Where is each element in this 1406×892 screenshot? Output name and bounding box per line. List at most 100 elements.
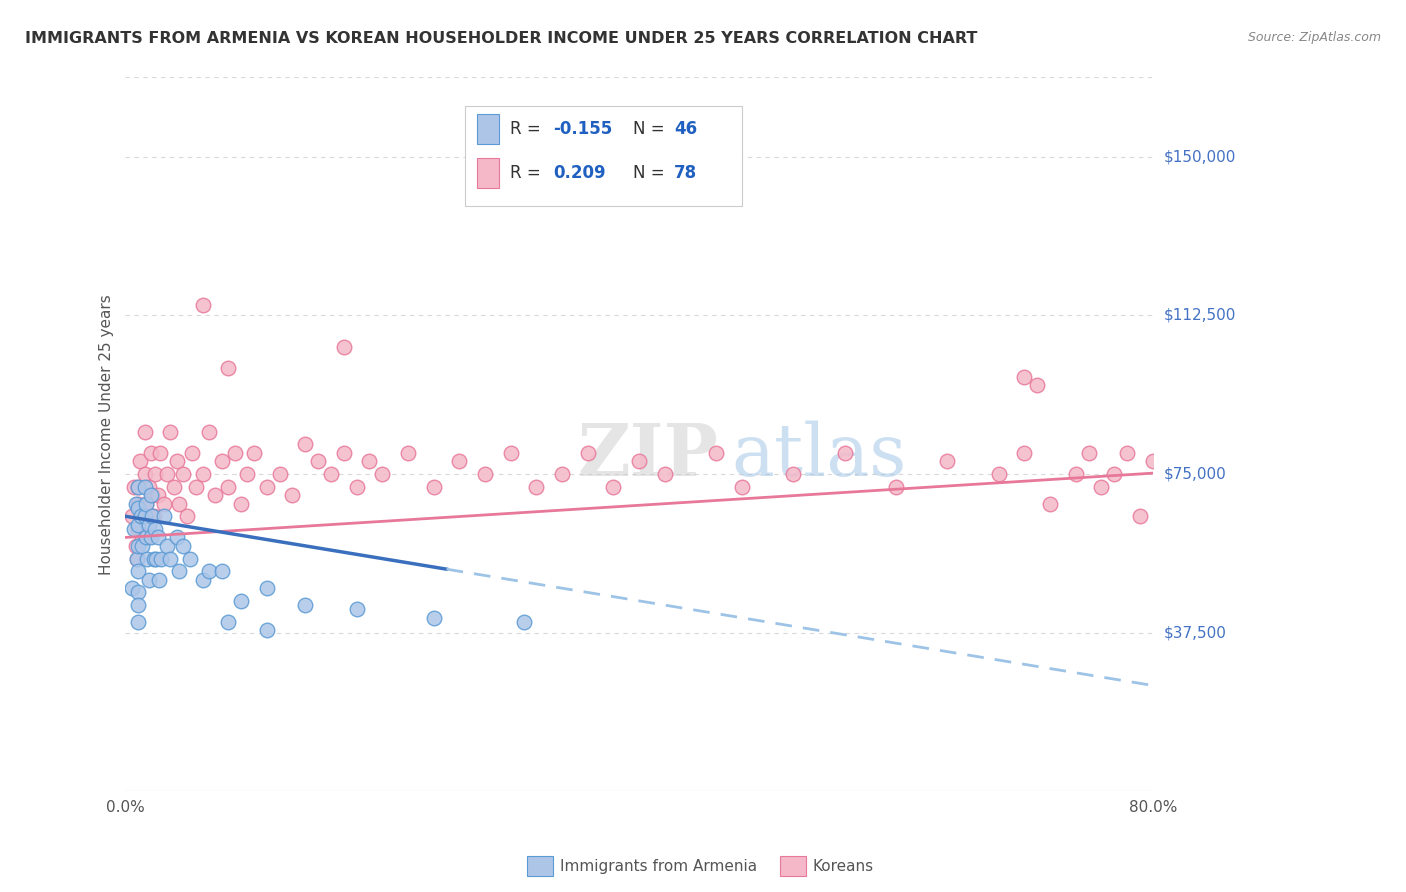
Point [884, 480, 907, 494]
Text: ZIP: ZIP [578, 420, 718, 491]
Point [141, 446, 163, 460]
Point [281, 488, 304, 502]
Text: $112,500: $112,500 [1164, 308, 1236, 323]
Text: 46: 46 [673, 120, 697, 138]
Point [127, 500, 149, 515]
Point [131, 539, 153, 553]
Text: R =: R = [510, 120, 546, 138]
Point [148, 573, 170, 587]
Point [333, 340, 356, 354]
Text: Source: ZipAtlas.com: Source: ZipAtlas.com [1247, 31, 1381, 45]
Point [131, 531, 153, 545]
Point [256, 581, 278, 595]
Point [191, 298, 214, 312]
Point [127, 585, 149, 599]
Point [121, 581, 143, 595]
Point [159, 551, 181, 566]
Point [1129, 509, 1152, 524]
Point [936, 454, 959, 468]
Point [172, 467, 194, 481]
Point [191, 467, 214, 481]
Text: $150,000: $150,000 [1164, 149, 1236, 164]
Point [526, 480, 548, 494]
Point [169, 564, 191, 578]
Point [141, 531, 163, 545]
Point [136, 531, 159, 545]
Point [127, 480, 149, 494]
Text: -0.155: -0.155 [553, 120, 612, 138]
Point [138, 480, 160, 494]
Y-axis label: Householder Income Under 25 years: Householder Income Under 25 years [100, 294, 114, 574]
Point [346, 602, 368, 616]
Point [166, 454, 188, 468]
Point [359, 454, 381, 468]
Point [217, 615, 239, 629]
Point [834, 446, 856, 460]
Point [155, 467, 177, 481]
Point [155, 539, 177, 553]
Point [146, 488, 169, 502]
Text: N =: N = [633, 164, 669, 182]
Text: 0.209: 0.209 [553, 164, 606, 182]
Point [176, 509, 198, 524]
Point [153, 497, 176, 511]
Point [294, 598, 316, 612]
Point [987, 467, 1010, 481]
Text: atlas: atlas [731, 420, 907, 491]
Point [243, 446, 266, 460]
Point [191, 573, 214, 587]
Text: 78: 78 [673, 164, 697, 182]
Point [127, 539, 149, 553]
Point [135, 497, 157, 511]
Point [422, 611, 444, 625]
Point [142, 551, 165, 566]
Point [127, 598, 149, 612]
Point [576, 446, 599, 460]
Point [125, 497, 148, 511]
Point [1039, 497, 1062, 511]
Point [135, 531, 157, 545]
Text: $75,000: $75,000 [1164, 467, 1226, 482]
Point [1104, 467, 1126, 481]
Point [129, 509, 152, 524]
Point [124, 480, 146, 494]
Point [512, 615, 534, 629]
Point [141, 509, 163, 524]
Point [217, 361, 239, 376]
Point [127, 522, 149, 536]
Point [127, 564, 149, 578]
Point [121, 509, 143, 524]
Point [166, 531, 188, 545]
Point [142, 509, 165, 524]
Point [256, 624, 278, 638]
Point [1142, 454, 1164, 468]
Point [198, 425, 221, 439]
Point [1026, 378, 1049, 392]
Point [449, 454, 471, 468]
Point [128, 454, 150, 468]
Point [422, 480, 444, 494]
Point [211, 454, 233, 468]
Point [146, 531, 169, 545]
Point [1077, 446, 1099, 460]
Point [127, 497, 149, 511]
Point [229, 594, 252, 608]
Point [125, 551, 148, 566]
Point [731, 480, 754, 494]
Point [134, 425, 156, 439]
Point [1014, 446, 1036, 460]
Point [294, 437, 316, 451]
Point [217, 480, 239, 494]
Point [184, 480, 207, 494]
Point [134, 467, 156, 481]
Point [127, 615, 149, 629]
Point [138, 573, 160, 587]
Text: R =: R = [510, 164, 546, 182]
Point [269, 467, 291, 481]
Point [198, 564, 221, 578]
Point [143, 522, 166, 536]
Text: Immigrants from Armenia: Immigrants from Armenia [560, 859, 756, 873]
Point [159, 425, 181, 439]
Point [628, 454, 651, 468]
Point [307, 454, 329, 468]
